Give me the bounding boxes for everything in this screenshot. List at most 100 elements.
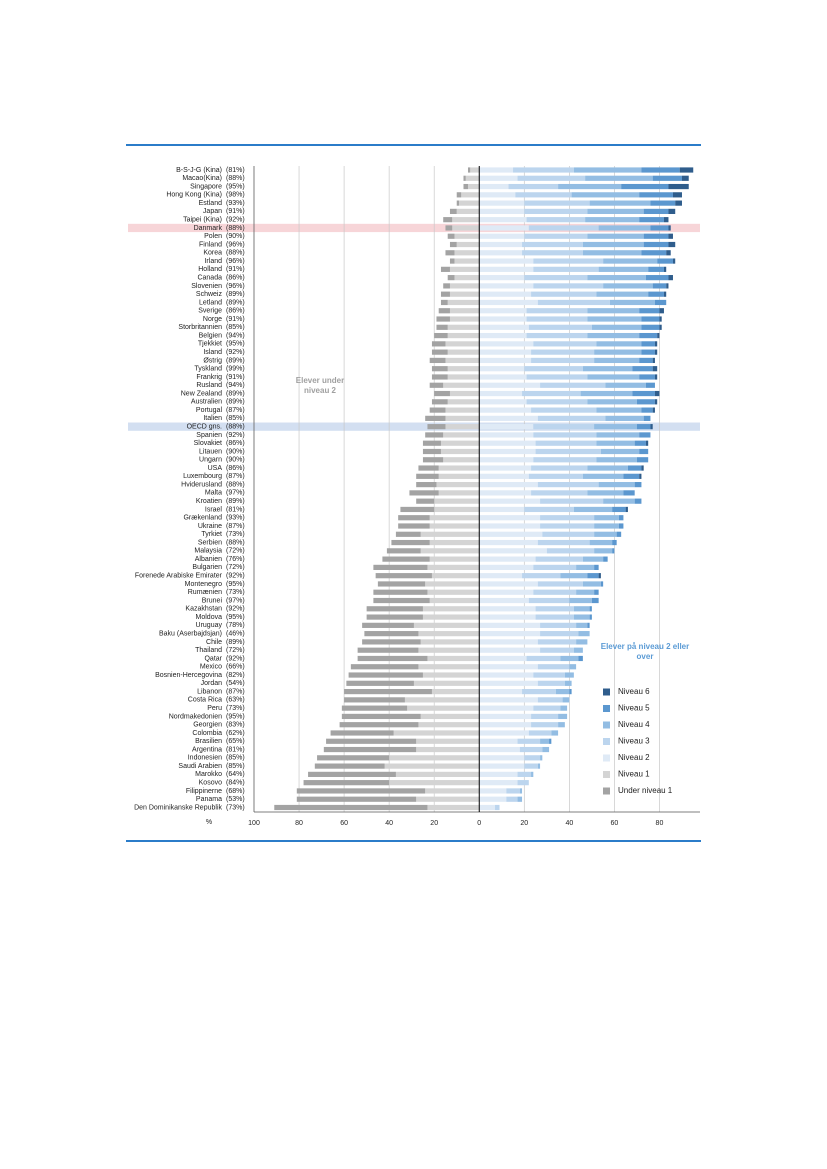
bar-segment (526, 332, 588, 339)
bar-segment (596, 440, 635, 446)
bar-segment (431, 366, 448, 372)
bar-segment (632, 366, 653, 372)
category-label: Hviderusland (181, 481, 222, 488)
bar-segment (533, 258, 604, 264)
bar-segment (447, 233, 455, 239)
bar-segment (528, 597, 570, 604)
bar-segment (479, 523, 541, 529)
bar-segment (274, 804, 428, 811)
bar-segment (479, 200, 525, 206)
bar-segment (479, 473, 529, 479)
bar-segment (400, 506, 435, 513)
coverage-label: (85%) (226, 415, 245, 422)
category-label: Jordan (201, 680, 223, 687)
bar-segment (416, 796, 480, 802)
bar-segment (650, 225, 669, 231)
bar-segment (479, 804, 496, 811)
bar-segment (422, 440, 441, 446)
bar-segment (398, 523, 430, 529)
category-label: New Zealand (181, 390, 222, 397)
bar-segment (573, 167, 642, 173)
category-label: Polen (204, 233, 222, 240)
bar-segment (526, 399, 588, 405)
bar-segment (537, 763, 541, 769)
bar-segment (431, 573, 480, 579)
coverage-label: (89%) (226, 291, 245, 298)
bar-segment (531, 490, 588, 496)
bar-segment (479, 183, 509, 190)
bar-segment (605, 415, 644, 421)
bar-segment (479, 349, 532, 355)
coverage-label: (93%) (226, 515, 245, 522)
bar-segment (569, 664, 577, 670)
bar-segment (443, 432, 480, 438)
bar-segment (652, 283, 667, 289)
bar-segment (668, 183, 689, 190)
coverage-label: (91%) (226, 208, 245, 215)
bar-segment (654, 390, 660, 397)
coverage-label: (76%) (226, 556, 245, 563)
bar-segment (479, 308, 527, 314)
bar-segment (303, 780, 390, 786)
bar-segment (479, 722, 532, 728)
bar-segment (362, 622, 414, 628)
bar-segment (672, 258, 676, 264)
bar-segment (348, 672, 423, 678)
bar-segment (668, 225, 671, 231)
bar-segment (589, 200, 651, 206)
coverage-label: (92%) (226, 655, 245, 662)
category-label: Hong Kong (Kina) (166, 192, 222, 199)
bar-segment (479, 531, 543, 537)
bar-segment (413, 680, 480, 686)
category-label: Irland (204, 258, 222, 265)
bar-segment (479, 622, 541, 628)
bar-segment (422, 606, 480, 612)
bar-segment (540, 515, 595, 521)
category-label: Uruguay (196, 622, 223, 629)
bar-segment (449, 291, 480, 297)
bar-segment (479, 539, 538, 546)
coverage-label: (96%) (226, 258, 245, 265)
coverage-label: (66%) (226, 664, 245, 671)
bar-segment (524, 755, 541, 761)
coverage-label: (92%) (226, 217, 245, 224)
bar-segment (479, 448, 536, 455)
bar-segment (366, 614, 423, 620)
bar-segment (463, 175, 466, 181)
bar-segment (458, 200, 480, 206)
legend-label: Niveau 5 (618, 704, 650, 713)
bar-segment (526, 308, 588, 314)
bar-segment (449, 308, 480, 314)
bar-segment (636, 399, 655, 405)
bar-segment (479, 275, 525, 281)
category-label: USA (208, 465, 223, 472)
bar-segment (594, 357, 640, 364)
bar-segment (479, 573, 523, 579)
bar-segment (398, 515, 430, 521)
bar-segment (479, 208, 525, 214)
x-tick-label: 20 (430, 820, 438, 827)
bar-segment (479, 432, 534, 438)
bar-segment (519, 746, 543, 753)
category-label: Colombia (192, 730, 222, 737)
bar-segment (598, 482, 635, 488)
bar-segment (596, 457, 637, 463)
bar-segment (657, 258, 673, 264)
bar-segment (389, 755, 480, 761)
coverage-label: (53%) (226, 796, 245, 803)
bar-segment (517, 175, 586, 181)
bar-segment (533, 705, 561, 711)
bar-segment (641, 316, 660, 322)
bar-segment (429, 556, 480, 562)
bar-segment (636, 457, 649, 463)
coverage-label: (68%) (226, 788, 245, 795)
bar-segment (636, 424, 651, 430)
bar-segment (479, 763, 525, 769)
bar-segment (443, 217, 453, 223)
category-label: Thailand (195, 647, 222, 654)
coverage-label: (62%) (226, 730, 245, 737)
coverage-label: (97%) (226, 597, 245, 604)
bar-segment (513, 167, 574, 173)
bar-segment (571, 192, 640, 198)
bar-segment (447, 366, 480, 372)
